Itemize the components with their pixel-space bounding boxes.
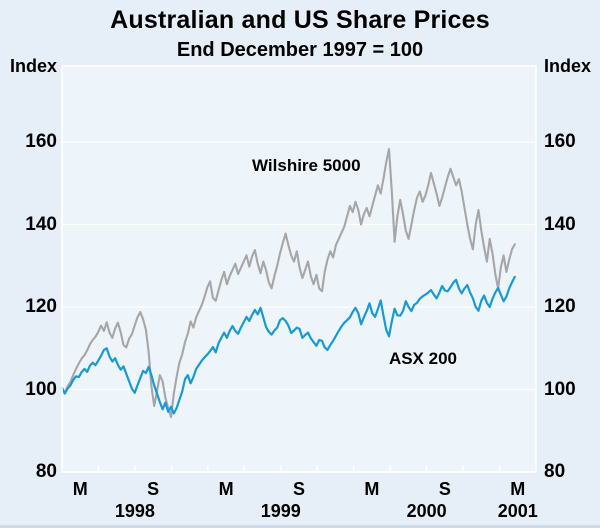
asx-200-series-label: ASX 200 <box>388 349 457 369</box>
y-tick-label-right-120: 120 <box>544 296 576 317</box>
x-month-label-2-M: M <box>218 479 234 499</box>
y-tick-label-right-160: 160 <box>544 131 576 152</box>
y-tick-label-left-100: 100 <box>25 378 57 400</box>
series-line-wilshire-5000 <box>60 147 516 419</box>
plot-frame <box>61 65 537 473</box>
bottom-edge-rule <box>0 525 600 528</box>
y-tick-label-right-100: 100 <box>544 378 576 400</box>
y-tick-label-left-160: 160 <box>25 131 57 152</box>
x-year-label-1999: 1999 <box>260 501 301 521</box>
y-axis-unit-right: Index <box>544 56 592 76</box>
x-year-label-2001: 2001 <box>497 501 538 521</box>
y-tick-label-left-140: 140 <box>25 213 57 235</box>
chart-title: Australian and US Share Prices <box>110 6 490 34</box>
y-axis-unit-left: Index <box>9 56 57 76</box>
y-tick-label-right-80: 80 <box>544 461 566 482</box>
x-month-label-5-S: S <box>438 479 451 499</box>
x-month-label-0-M: M <box>72 479 88 499</box>
x-month-label-1-S: S <box>147 479 160 499</box>
x-year-label-2000: 2000 <box>406 501 447 521</box>
chart-subtitle: End December 1997 = 100 <box>176 39 424 61</box>
x-month-label-3-S: S <box>292 479 305 499</box>
x-month-label-4-M: M <box>364 479 380 499</box>
wilshire-5000-series-label: Wilshire 5000 <box>252 155 361 175</box>
y-tick-label-left-80: 80 <box>35 461 57 482</box>
y-tick-label-left-120: 120 <box>25 296 57 317</box>
y-tick-label-right-140: 140 <box>544 213 576 235</box>
x-year-label-1998: 1998 <box>114 501 155 521</box>
x-month-label-6-M: M <box>510 479 526 499</box>
series-line-asx-200 <box>60 275 516 415</box>
